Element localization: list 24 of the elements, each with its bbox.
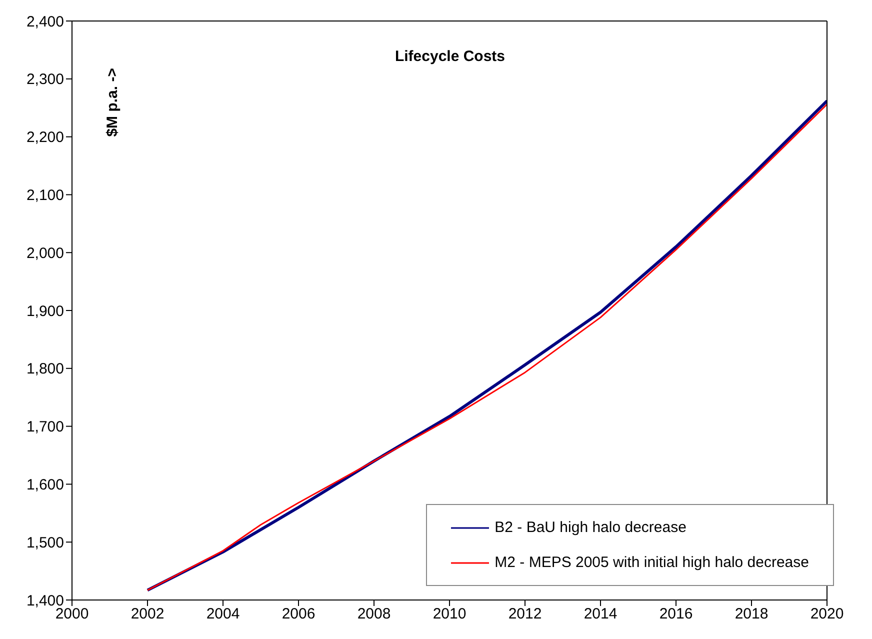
y-tick-label: 2,000: [26, 244, 64, 262]
legend-label: B2 - BaU high halo decrease: [494, 519, 686, 536]
x-tick-label: 2008: [357, 606, 391, 623]
y-tick-label: 2,200: [26, 129, 64, 146]
y-tick-label: 2,300: [26, 71, 64, 88]
x-tick-label: 2004: [206, 606, 240, 623]
y-tick-label: 1,900: [26, 302, 64, 320]
y-tick-label: 1,700: [26, 418, 64, 436]
y-tick-label: 1,800: [26, 360, 64, 378]
x-tick-label: 2006: [282, 606, 316, 623]
x-tick-label: 2014: [584, 606, 618, 623]
x-tick-label: 2010: [432, 606, 466, 623]
y-tick-label: 2,100: [26, 187, 64, 204]
legend-label: M2 - MEPS 2005 with initial high halo decrease: [494, 554, 809, 571]
x-tick-label: 2002: [130, 606, 164, 623]
x-tick-label: 2016: [659, 606, 693, 623]
x-tick-label: 2020: [810, 606, 844, 623]
y-axis-title: $M p.a. ->: [104, 68, 121, 137]
x-tick-label: 2012: [508, 606, 542, 623]
y-tick-label: 1,600: [26, 476, 64, 494]
text: Lifecycle Costs: [394, 48, 506, 65]
x-tick-label: 2018: [734, 606, 768, 623]
y-tick-label: 1,500: [26, 534, 64, 552]
y-tick-label: 2,400: [26, 13, 64, 30]
